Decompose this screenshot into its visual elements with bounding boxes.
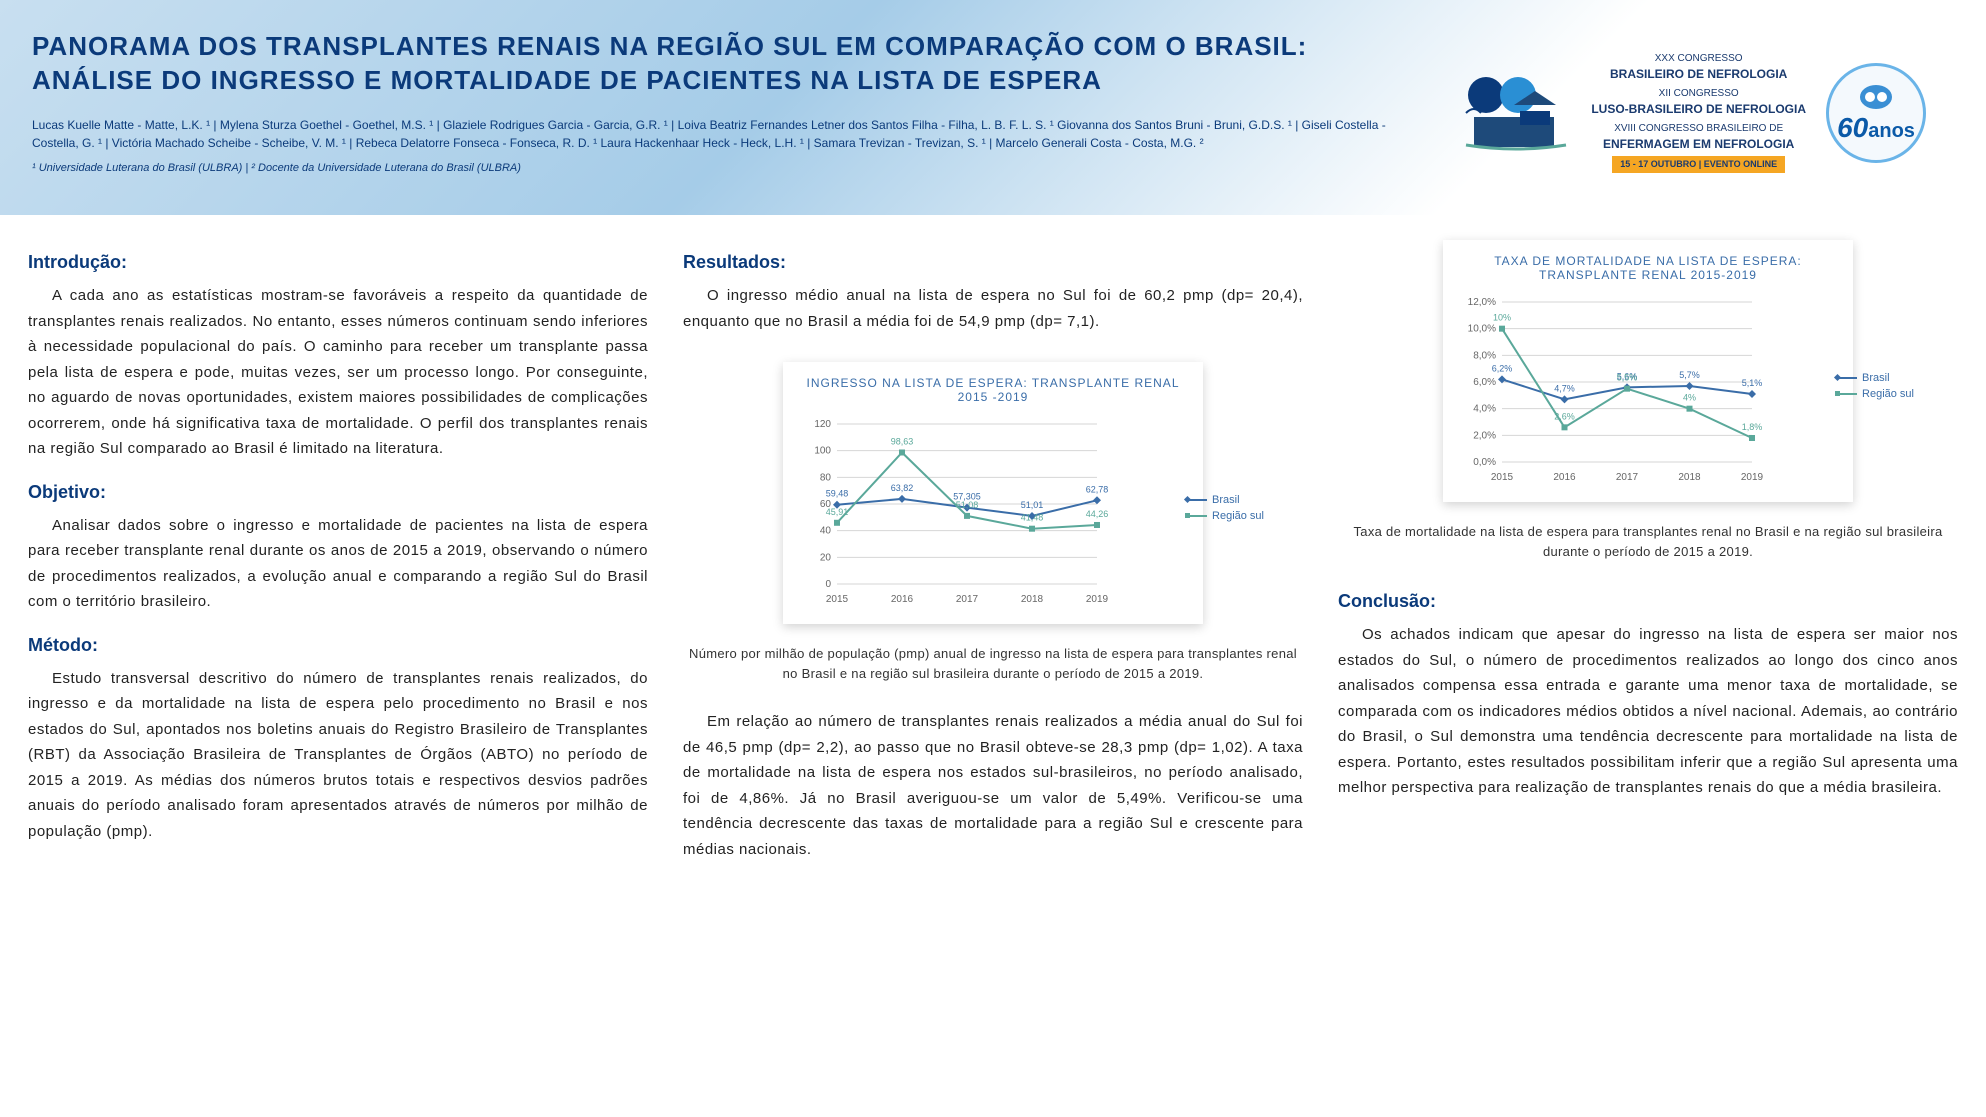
poster-header: PANORAMA DOS TRANSPLANTES RENAIS NA REGI…: [0, 0, 1986, 215]
svg-text:2015: 2015: [826, 594, 849, 605]
legend2-brasil: Brasil: [1837, 372, 1914, 384]
congress-l1: XXX CONGRESSO: [1655, 53, 1743, 64]
svg-text:6,0%: 6,0%: [1473, 377, 1496, 388]
method-text: Estudo transversal descritivo do número …: [28, 666, 648, 845]
svg-text:59,48: 59,48: [826, 489, 849, 499]
svg-text:2019: 2019: [1086, 594, 1109, 605]
svg-text:98,63: 98,63: [891, 436, 914, 446]
seal-years: 60: [1837, 112, 1868, 143]
objective-title: Objetivo:: [28, 482, 648, 503]
legend2-sul: Região sul: [1837, 388, 1914, 400]
chart2-legend: Brasil Região sul: [1837, 372, 1914, 404]
congress-l1b: BRASILEIRO DE NEFROLOGIA: [1610, 67, 1787, 81]
results-text-2: Em relação ao número de transplantes ren…: [683, 709, 1303, 862]
svg-text:10,0%: 10,0%: [1468, 324, 1496, 335]
svg-text:100: 100: [814, 446, 831, 457]
svg-text:5,5%: 5,5%: [1617, 373, 1638, 383]
objective-text: Analisar dados sobre o ingresso e mortal…: [28, 513, 648, 615]
svg-text:2016: 2016: [1553, 472, 1576, 483]
svg-text:62,78: 62,78: [1086, 484, 1109, 494]
svg-text:45,91: 45,91: [826, 507, 849, 517]
conclusion-text: Os achados indicam que apesar do ingress…: [1338, 622, 1958, 801]
svg-text:2017: 2017: [956, 594, 979, 605]
column-center: Resultados: O ingresso médio anual na li…: [683, 240, 1303, 1092]
congress-logo: XXX CONGRESSO BRASILEIRO DE NEFROLOGIA X…: [1456, 52, 1806, 173]
svg-text:8,0%: 8,0%: [1473, 350, 1496, 361]
svg-text:4%: 4%: [1683, 393, 1696, 403]
svg-text:2018: 2018: [1021, 594, 1044, 605]
svg-text:5,1%: 5,1%: [1742, 378, 1763, 388]
svg-text:4,0%: 4,0%: [1473, 404, 1496, 415]
svg-text:12,0%: 12,0%: [1468, 297, 1496, 308]
authors-list: Lucas Kuelle Matte - Matte, L.K. ¹ | Myl…: [32, 116, 1392, 152]
society-seal-icon: 60anos: [1826, 63, 1926, 163]
svg-text:44,26: 44,26: [1086, 509, 1109, 519]
svg-text:0: 0: [825, 579, 831, 590]
chart1-caption: Número por milhão de população (pmp) anu…: [683, 644, 1303, 683]
header-text: PANORAMA DOS TRANSPLANTES RENAIS NA REGI…: [32, 30, 1392, 195]
svg-text:80: 80: [820, 472, 832, 483]
svg-text:2,6%: 2,6%: [1554, 411, 1575, 421]
congress-l2: XII CONGRESSO: [1659, 88, 1739, 99]
svg-text:41,48: 41,48: [1021, 513, 1044, 523]
svg-text:2019: 2019: [1741, 472, 1764, 483]
chart2-svg: 0,0% 2,0% 4,0% 6,0% 8,0% 10,0% 12,0% 2015 2016 20…: [1457, 292, 1827, 492]
svg-text:6,2%: 6,2%: [1492, 363, 1513, 373]
congress-date: 15 - 17 OUTUBRO | EVENTO ONLINE: [1612, 156, 1785, 173]
svg-text:5,7%: 5,7%: [1679, 370, 1700, 380]
results-title: Resultados:: [683, 252, 1303, 273]
svg-text:51,08: 51,08: [956, 500, 979, 510]
congress-l3: XVIII CONGRESSO BRASILEIRO DE: [1614, 123, 1783, 134]
chart1-svg: 0204060801001202015201620172018201959,48…: [797, 414, 1177, 614]
svg-text:10%: 10%: [1493, 313, 1511, 323]
poster-title: PANORAMA DOS TRANSPLANTES RENAIS NA REGI…: [32, 30, 1392, 98]
svg-text:2016: 2016: [891, 594, 914, 605]
svg-text:51,01: 51,01: [1021, 500, 1044, 510]
chart2-area: 0,0% 2,0% 4,0% 6,0% 8,0% 10,0% 12,0% 2015 2016 20…: [1457, 292, 1839, 492]
poster-body: Introdução: A cada ano as estatísticas m…: [0, 215, 1986, 1117]
chart2-title: TAXA DE MORTALIDADE NA LISTA DE ESPERA: …: [1457, 254, 1839, 282]
svg-text:20: 20: [820, 552, 832, 563]
affiliation: ¹ Universidade Luterana do Brasil (ULBRA…: [32, 162, 1392, 174]
chart2-caption: Taxa de mortalidade na lista de espera p…: [1338, 522, 1958, 561]
intro-title: Introdução:: [28, 252, 648, 273]
congress-l3b: ENFERMAGEM EM NEFROLOGIA: [1603, 137, 1794, 151]
svg-text:40: 40: [820, 526, 832, 537]
congress-text: XXX CONGRESSO BRASILEIRO DE NEFROLOGIA X…: [1591, 52, 1806, 173]
congress-l2b: LUSO-BRASILEIRO DE NEFROLOGIA: [1591, 102, 1806, 116]
svg-text:2,0%: 2,0%: [1473, 430, 1496, 441]
conclusion-title: Conclusão:: [1338, 591, 1958, 612]
svg-text:4,7%: 4,7%: [1554, 383, 1575, 393]
seal-text: anos: [1868, 120, 1915, 142]
svg-text:2015: 2015: [1491, 472, 1514, 483]
chart-mortalidade: TAXA DE MORTALIDADE NA LISTA DE ESPERA: …: [1443, 240, 1853, 502]
svg-text:1,8%: 1,8%: [1742, 422, 1763, 432]
results-text-1: O ingresso médio anual na lista de esper…: [683, 283, 1303, 334]
intro-text: A cada ano as estatísticas mostram-se fa…: [28, 283, 648, 462]
chart1-area: 0204060801001202015201620172018201959,48…: [797, 414, 1189, 614]
svg-text:63,82: 63,82: [891, 483, 914, 493]
header-logos: XXX CONGRESSO BRASILEIRO DE NEFROLOGIA X…: [1456, 30, 1946, 195]
svg-text:120: 120: [814, 419, 831, 430]
svg-text:0,0%: 0,0%: [1473, 457, 1496, 468]
method-title: Método:: [28, 635, 648, 656]
chart1-title: INGRESSO NA LISTA DE ESPERA: TRANSPLANTE…: [797, 376, 1189, 404]
congress-icon: [1456, 67, 1576, 157]
legend-brasil: Brasil: [1187, 494, 1264, 506]
chart-ingresso: INGRESSO NA LISTA DE ESPERA: TRANSPLANTE…: [783, 362, 1203, 624]
legend-sul: Região sul: [1187, 510, 1264, 522]
chart1-legend: Brasil Região sul: [1187, 494, 1264, 526]
column-right: TAXA DE MORTALIDADE NA LISTA DE ESPERA: …: [1338, 240, 1958, 1092]
svg-text:2018: 2018: [1678, 472, 1701, 483]
column-left: Introdução: A cada ano as estatísticas m…: [28, 240, 648, 1092]
svg-text:2017: 2017: [1616, 472, 1639, 483]
